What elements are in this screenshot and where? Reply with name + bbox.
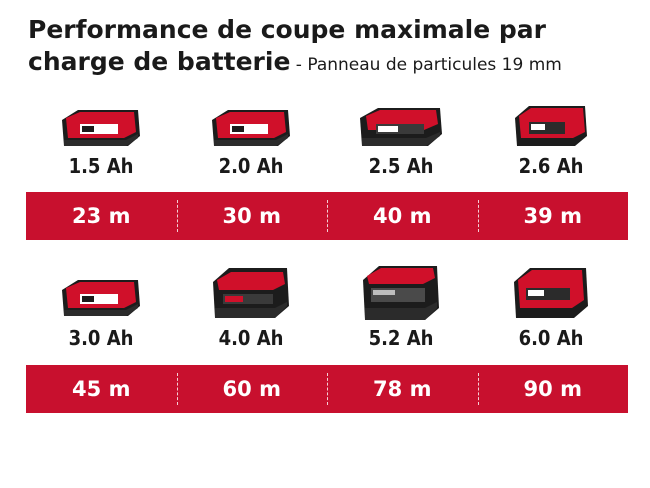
capacity-label: 1.5 Ah bbox=[68, 154, 134, 178]
cut-value: 23 m bbox=[72, 204, 131, 228]
cut-performance-band-2: 45 m 60 m 78 m 90 m bbox=[26, 365, 628, 413]
title-line-1: Performance de coupe maximale par bbox=[28, 15, 546, 44]
battery-item: 4.0 Ah bbox=[176, 262, 326, 357]
battery-item: 1.5 Ah bbox=[26, 100, 176, 190]
battery-icon-5-2ah bbox=[363, 266, 439, 320]
cut-performance-band-1: 23 m 30 m 40 m 39 m bbox=[26, 192, 628, 240]
battery-icon-6-0ah bbox=[514, 268, 588, 318]
battery-icon-2-5ah bbox=[360, 108, 442, 146]
battery-icon-4-0ah bbox=[213, 268, 289, 318]
capacity-label: 2.0 Ah bbox=[218, 154, 284, 178]
battery-item: 5.2 Ah bbox=[326, 262, 476, 357]
cut-value: 78 m bbox=[327, 365, 478, 413]
cut-value: 90 m bbox=[477, 365, 629, 413]
battery-icon-2-6ah bbox=[515, 106, 587, 146]
cut-value: 39 m bbox=[477, 192, 629, 240]
capacity-label: 4.0 Ah bbox=[218, 326, 284, 350]
battery-icon-1-5ah bbox=[62, 110, 140, 146]
battery-row-1: 1.5 Ah 2.0 Ah 2.5 Ah bbox=[26, 100, 626, 190]
battery-icon-2-0ah bbox=[212, 110, 290, 146]
title-subtitle: - Panneau de particules 19 mm bbox=[290, 55, 562, 75]
cut-value: 60 m bbox=[176, 365, 328, 413]
battery-icon-3-0ah bbox=[62, 280, 140, 316]
capacity-label: 2.6 Ah bbox=[518, 154, 584, 178]
battery-item: 3.0 Ah bbox=[26, 262, 176, 357]
capacity-label: 2.5 Ah bbox=[368, 154, 434, 178]
battery-item: 2.0 Ah bbox=[176, 100, 326, 190]
cut-value: 40 m bbox=[327, 192, 478, 240]
battery-item: 6.0 Ah bbox=[476, 262, 626, 357]
title-line-2: charge de batterie bbox=[28, 47, 291, 76]
cut-value: 45 m bbox=[72, 377, 131, 401]
capacity-label: 5.2 Ah bbox=[368, 326, 434, 350]
page-title: Performance de coupe maximale par charge… bbox=[28, 14, 638, 81]
cut-value: 30 m bbox=[176, 192, 328, 240]
battery-item: 2.6 Ah bbox=[476, 100, 626, 190]
capacity-label: 3.0 Ah bbox=[68, 326, 134, 350]
battery-item: 2.5 Ah bbox=[326, 100, 476, 190]
capacity-label: 6.0 Ah bbox=[518, 326, 584, 350]
battery-row-2: 3.0 Ah 4.0 Ah 5.2 Ah bbox=[26, 262, 626, 357]
